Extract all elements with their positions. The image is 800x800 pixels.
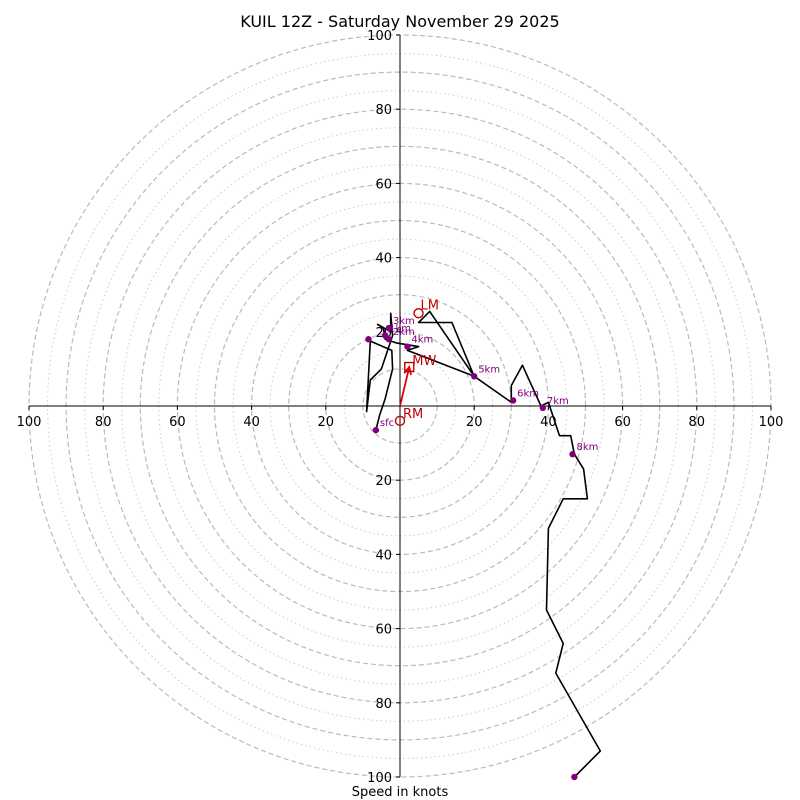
height-marker-point bbox=[471, 373, 478, 380]
height-marker-label: 3km bbox=[393, 316, 415, 327]
height-marker-label: 8km bbox=[577, 442, 599, 453]
height-marker-point bbox=[404, 343, 411, 350]
height-marker-label: 2km bbox=[393, 327, 415, 338]
height-marker-label: 4km bbox=[411, 335, 433, 346]
x-tick-label: 20 bbox=[318, 415, 335, 430]
y-tick-label: 100 bbox=[367, 771, 392, 786]
y-tick-label: 60 bbox=[375, 623, 392, 638]
y-tick-label: 20 bbox=[375, 474, 392, 489]
height-marker-label: 7km bbox=[547, 396, 569, 407]
height-marker-point bbox=[569, 451, 576, 458]
y-tick-label: 100 bbox=[367, 29, 392, 44]
x-tick-label: 40 bbox=[243, 415, 260, 430]
x-tick-label: 100 bbox=[17, 415, 42, 430]
mean-wind-label: MW bbox=[412, 354, 436, 369]
y-tick-label: 80 bbox=[375, 697, 392, 712]
y-tick-label: 40 bbox=[375, 548, 392, 563]
wind-trace bbox=[365, 310, 602, 778]
mean-wind-marker bbox=[404, 361, 415, 373]
mean-wind-vector bbox=[399, 366, 411, 407]
left-mover-label: LM bbox=[421, 298, 439, 313]
right-mover-label: RM bbox=[403, 407, 423, 422]
x-axis-label: Speed in knots bbox=[352, 785, 449, 800]
height-marker-point bbox=[385, 324, 393, 332]
height-marker-point bbox=[385, 336, 393, 343]
x-tick-label: 80 bbox=[689, 415, 706, 430]
x-tick-label: 20 bbox=[466, 415, 483, 430]
y-tick-label: 60 bbox=[375, 177, 392, 192]
y-tick-label: 80 bbox=[375, 103, 392, 118]
x-tick-label: 80 bbox=[95, 415, 112, 430]
height-marker-point bbox=[509, 397, 517, 404]
height-marker-point bbox=[365, 336, 372, 343]
height-marker-point bbox=[539, 404, 547, 412]
x-tick-label: 100 bbox=[759, 415, 784, 430]
x-tick-label: 40 bbox=[540, 415, 557, 430]
height-marker-label: 1km bbox=[389, 324, 411, 335]
x-tick-label: 60 bbox=[614, 415, 631, 430]
height-marker-label: 6km bbox=[517, 388, 539, 399]
storm-motion: LM RM MW bbox=[394, 298, 439, 427]
x-tick-label: 60 bbox=[169, 415, 186, 430]
y-tick-label: 40 bbox=[375, 252, 392, 267]
right-mover-marker bbox=[394, 415, 406, 427]
height-marker-point bbox=[571, 773, 578, 781]
height-marker-point bbox=[372, 426, 380, 434]
height-marker-label: 5km bbox=[478, 364, 500, 375]
height-marker-label: sfc bbox=[380, 418, 394, 429]
hodograph-trace bbox=[365, 310, 602, 778]
chart-title: KUIL 12Z - Saturday November 29 2025 bbox=[240, 12, 559, 31]
tick-labels: 1008060402020406080100100806040202040608… bbox=[17, 29, 784, 786]
left-mover-marker bbox=[413, 308, 424, 319]
